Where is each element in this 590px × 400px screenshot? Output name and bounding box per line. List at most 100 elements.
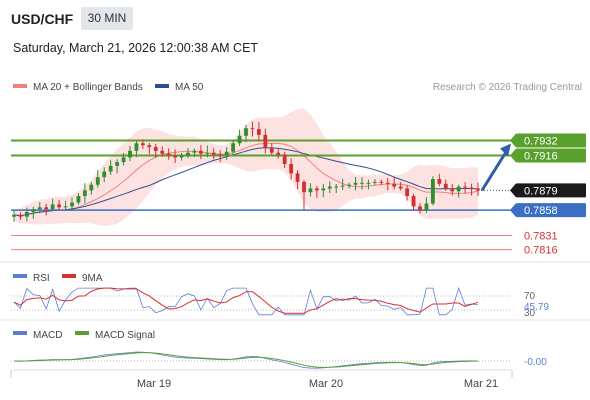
- candle-body: [140, 143, 145, 146]
- candle-body: [147, 145, 152, 148]
- candle-body: [211, 152, 216, 155]
- candle-body: [121, 157, 126, 163]
- macd-signal-legend-label: MACD Signal: [95, 330, 155, 341]
- level-label-pointer-0.7916: [510, 148, 516, 163]
- level-label-box-0.7879: [516, 183, 586, 198]
- rsi-ma-legend-swatch: [62, 274, 76, 278]
- candle-body: [385, 182, 390, 184]
- bollinger-band-layer: [14, 108, 478, 227]
- candle-body: [102, 171, 107, 178]
- candle-body: [128, 150, 132, 158]
- macd-line: [13, 351, 479, 369]
- candle-body: [231, 143, 236, 152]
- level-label-0.7858: 0.7858: [524, 205, 558, 217]
- candle-body: [289, 164, 294, 174]
- candle-body: [392, 183, 397, 187]
- rsi-70-tick: 70: [524, 291, 536, 302]
- forecast-arrow-shaft: [480, 149, 509, 192]
- candle-body: [224, 151, 229, 156]
- candle-body: [173, 155, 178, 158]
- symbol-title: USD/CHF: [11, 11, 74, 27]
- candle-body: [334, 186, 339, 188]
- candle-body: [12, 214, 16, 217]
- candle-body: [308, 188, 313, 193]
- level-label-box-0.7916: [516, 148, 586, 163]
- macd-signal-line: [13, 352, 479, 368]
- candle-body: [50, 204, 55, 210]
- candle-body: [353, 182, 358, 185]
- candle-body: [302, 181, 306, 193]
- candle-body: [134, 143, 139, 151]
- candle-body: [18, 214, 23, 217]
- candle-body: [205, 152, 210, 154]
- ma50-line: [13, 147, 479, 217]
- candle-body: [95, 177, 100, 185]
- candle-body: [437, 179, 442, 184]
- macd-legend-swatch: [13, 331, 27, 335]
- level-label-0.7916: 0.7916: [524, 151, 558, 163]
- x-tick-mar21: Mar 21: [464, 378, 498, 390]
- candle-body: [108, 165, 113, 172]
- candle-body: [411, 196, 416, 207]
- level-label-0.7816: 0.7816: [524, 245, 558, 257]
- candle-body: [476, 188, 480, 191]
- level-label-box-0.7858: [516, 203, 586, 218]
- candle-body: [244, 128, 248, 136]
- macd-legend-label: MACD: [33, 330, 62, 341]
- level-label-pointer-0.7932: [510, 133, 516, 148]
- candle-body: [218, 154, 223, 156]
- candle-body: [186, 152, 190, 156]
- candle-body: [160, 150, 165, 154]
- candle-body: [321, 188, 326, 191]
- rsi-lines-layer: [13, 286, 479, 316]
- attribution-text: Research © 2026 Trading Central: [433, 82, 582, 93]
- candle-body: [314, 188, 319, 191]
- candle-body: [237, 135, 242, 144]
- level-label-0.7932: 0.7932: [524, 135, 558, 147]
- candle-body: [443, 183, 448, 189]
- macd-last-value: -0.00: [524, 357, 547, 368]
- macd-signal-legend-swatch: [75, 331, 89, 335]
- level-label-pointer-0.7879: [510, 183, 516, 198]
- candle-body: [340, 185, 345, 187]
- rsi-legend-label: RSI: [33, 273, 50, 284]
- candle-body: [198, 150, 203, 154]
- x-tick-mar20: Mar 20: [309, 378, 343, 390]
- candle-body: [372, 181, 377, 183]
- candle-body: [44, 207, 49, 210]
- candle-body: [179, 155, 184, 158]
- candle-body: [82, 190, 87, 196]
- candle-body: [469, 187, 474, 189]
- candle-body: [250, 128, 255, 130]
- candle-body: [282, 154, 287, 164]
- candle-body: [347, 184, 352, 186]
- level-labels-layer: 0.7932 0.7916 0.7879 0.7858 0.7831 0.7816: [510, 133, 586, 257]
- candle-body: [153, 147, 158, 151]
- macd-lines-layer: [13, 351, 479, 369]
- candle-body: [57, 204, 62, 208]
- rsi-legend-swatch: [13, 274, 27, 278]
- candle-body: [166, 153, 171, 156]
- forecast-arrow-layer: [480, 143, 511, 192]
- candle-body: [31, 209, 36, 212]
- candle-body: [450, 188, 455, 192]
- rsi-line: [13, 286, 479, 316]
- candle-body: [456, 186, 461, 192]
- candle-body: [463, 186, 468, 188]
- level-lines-layer: [11, 139, 512, 251]
- candle-body: [379, 181, 384, 183]
- level-label-box-0.7932: [516, 133, 586, 148]
- rsi-30-tick: 30: [524, 308, 536, 319]
- candle-body: [360, 182, 364, 184]
- level-label-pointer-0.7858: [510, 203, 516, 218]
- candle-body: [192, 150, 197, 153]
- candle-body: [327, 186, 332, 189]
- candle-body: [76, 196, 81, 203]
- rsi-ma-legend-label: 9MA: [82, 273, 103, 284]
- timeframe-button[interactable]: 30 MIN: [81, 7, 133, 30]
- bollinger-band: [14, 108, 478, 227]
- candle-body: [70, 202, 74, 207]
- candle-body: [115, 162, 120, 166]
- candle-body: [424, 203, 429, 211]
